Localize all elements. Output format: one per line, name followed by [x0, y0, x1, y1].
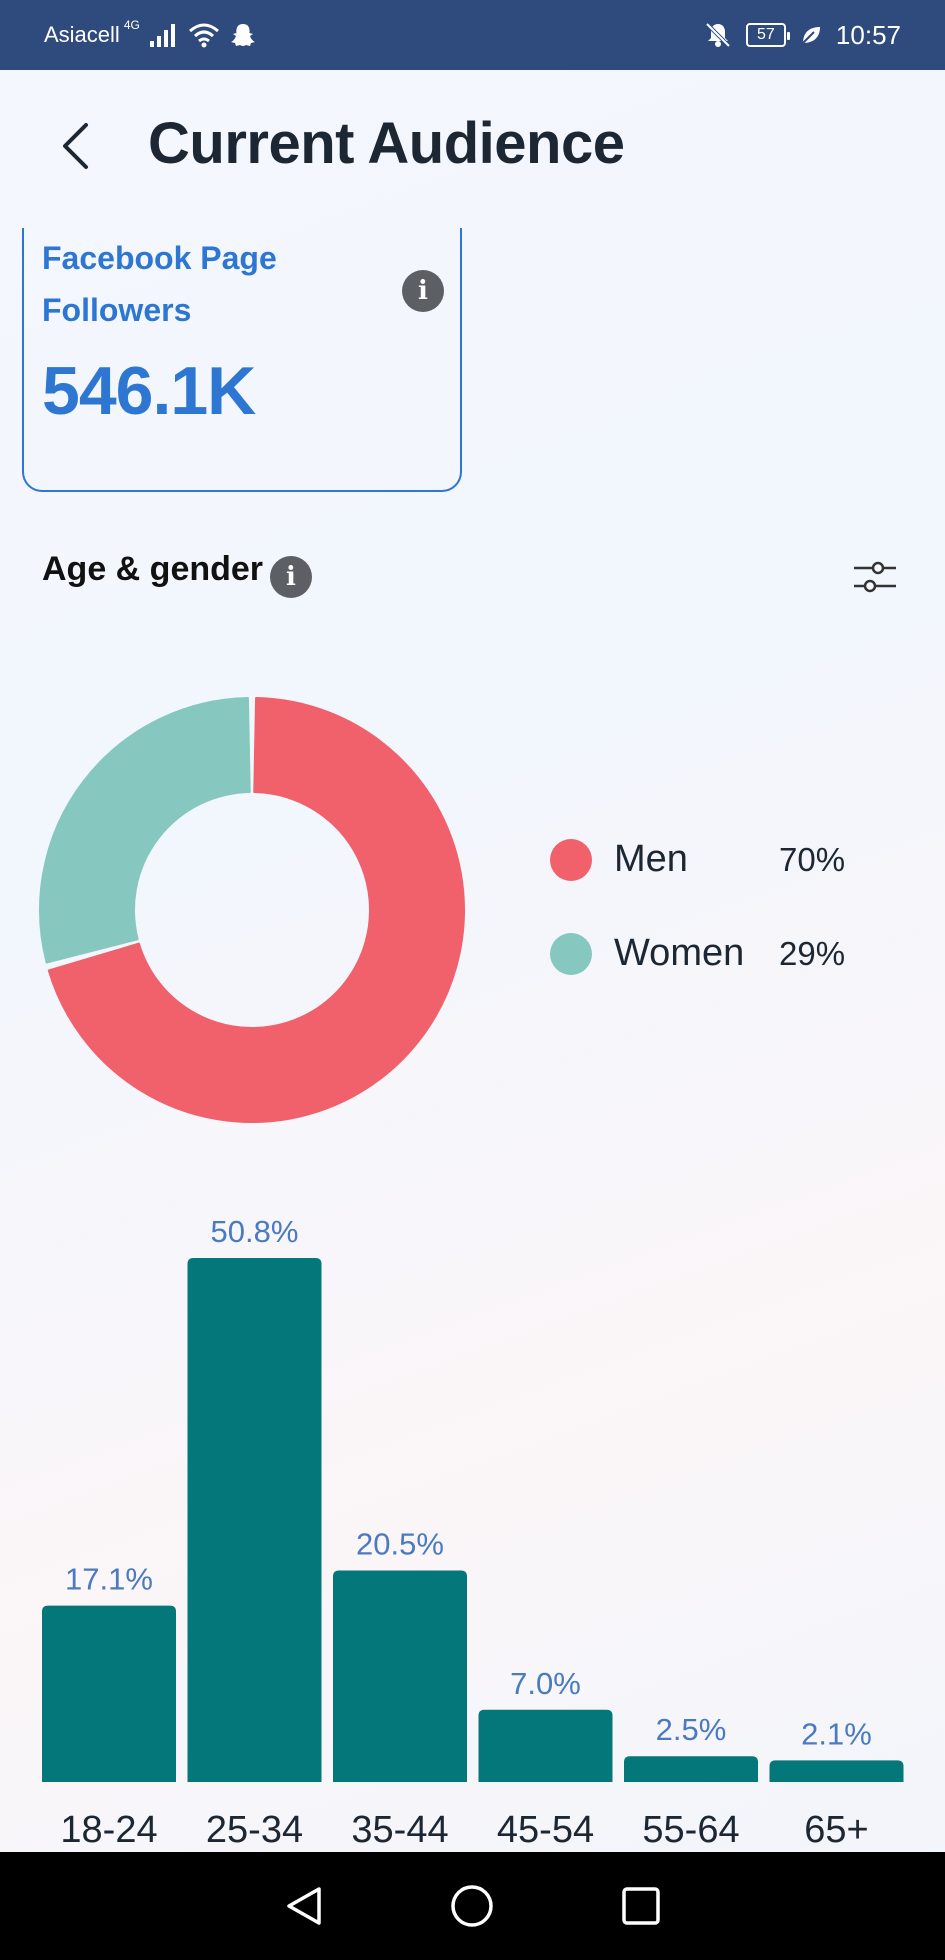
age-bar-chart: 17.1% 18-24 50.8% 25-34 20.5% 35-44 7.0% 45-54 2…	[42, 1214, 904, 1851]
header: Current Audience	[0, 70, 945, 230]
legend-value-women: 29%	[779, 934, 846, 972]
bar-category-label: 35-44	[351, 1809, 448, 1851]
bar-value-label: 2.1%	[801, 1716, 872, 1751]
carrier-name: Asiacell	[44, 22, 120, 47]
bar-category-label: 55-64	[642, 1809, 739, 1851]
bar-value-label: 7.0%	[510, 1666, 581, 1701]
donut-slice-women	[39, 697, 251, 964]
network-type: 4G	[123, 18, 140, 32]
bar-category-label: 45-54	[497, 1809, 594, 1851]
status-left: Asiacell 4G	[44, 18, 256, 48]
clock: 10:57	[835, 19, 901, 50]
nav-home-button[interactable]	[444, 1878, 500, 1934]
bar-65+	[769, 1760, 904, 1782]
circle-home-icon	[451, 1885, 494, 1927]
square-recents-icon	[622, 1887, 660, 1925]
chevron-left-icon	[63, 123, 88, 169]
bar-value-label: 20.5%	[356, 1527, 444, 1562]
legend-label-women: Women	[614, 932, 745, 974]
triangle-back-icon	[287, 1887, 321, 1925]
legend-item-men: Men 70%	[550, 838, 845, 881]
legend-label-men: Men	[614, 838, 688, 880]
legend-value-men: 70%	[779, 840, 846, 878]
legend-dot-women	[550, 932, 592, 975]
filter-button[interactable]	[850, 556, 900, 600]
signal-icon	[149, 24, 175, 47]
back-button[interactable]	[50, 114, 100, 178]
info-icon[interactable]: i	[270, 556, 312, 598]
status-right: 57 10:57	[704, 20, 901, 51]
battery-icon: 57	[745, 23, 790, 47]
followers-card[interactable]: Facebook Page Followers i 546.1K	[22, 228, 462, 492]
mute-notifications-icon	[705, 22, 731, 48]
navigation-bar	[0, 1852, 945, 1960]
page-title: Current Audience	[148, 111, 625, 176]
donut-slice-men	[47, 697, 465, 1123]
snapchat-icon	[230, 24, 255, 46]
bar-value-label: 50.8%	[211, 1214, 299, 1249]
bar-18-24	[42, 1605, 176, 1782]
section-title: Age & gender	[42, 550, 264, 588]
bar-45-54	[478, 1709, 613, 1782]
bar-category-label: 25-34	[206, 1809, 303, 1851]
bar-category-label: 18-24	[60, 1809, 157, 1851]
legend-item-women: Women 29%	[550, 932, 845, 975]
gender-donut-chart	[39, 697, 465, 1123]
leaf-icon	[802, 27, 820, 44]
followers-label: Facebook Page Followers	[42, 240, 277, 328]
nav-back-button[interactable]	[276, 1878, 332, 1934]
legend-dot-men	[550, 838, 592, 881]
followers-value: 546.1K	[42, 353, 256, 429]
nav-recents-button[interactable]	[613, 1878, 669, 1934]
sliders-icon	[854, 561, 896, 593]
bar-35-44	[333, 1570, 467, 1782]
info-icon[interactable]: i	[402, 270, 444, 312]
bar-25-34	[187, 1258, 322, 1782]
wifi-icon	[188, 23, 219, 48]
bar-55-64	[624, 1756, 758, 1782]
bar-value-label: 17.1%	[65, 1562, 153, 1597]
bar-category-label: 65+	[804, 1809, 868, 1851]
bar-value-label: 2.5%	[656, 1712, 727, 1747]
status-bar: Asiacell 4G 57 10:57	[0, 0, 945, 70]
